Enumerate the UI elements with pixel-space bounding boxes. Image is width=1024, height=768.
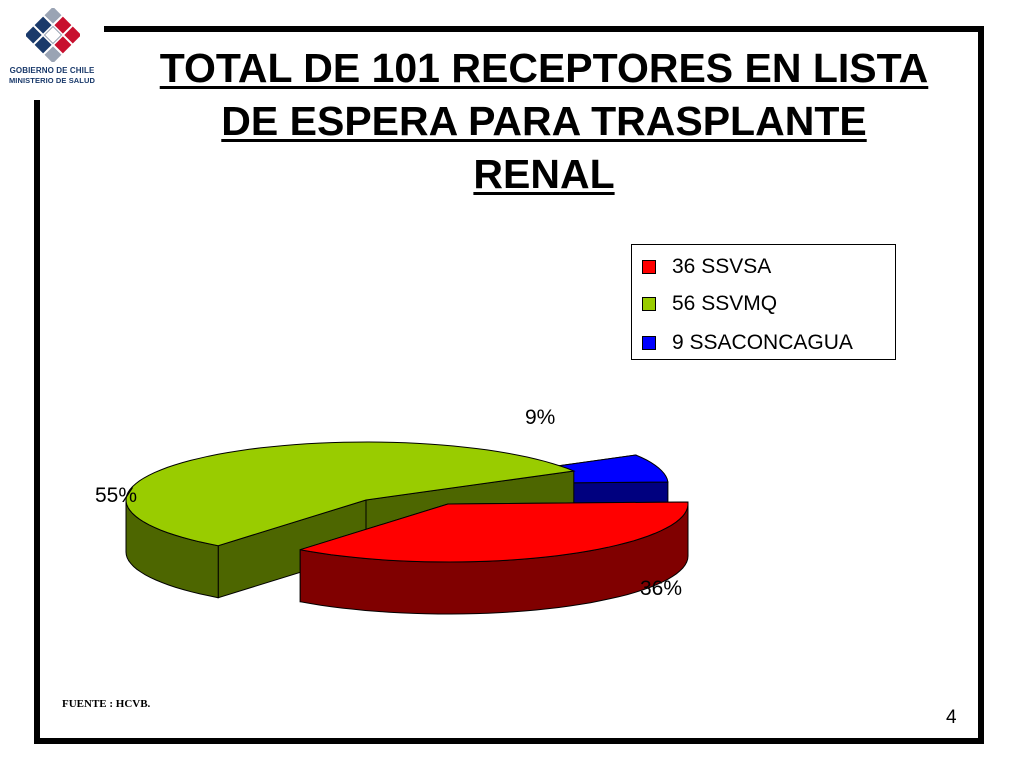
- data-label-ssaconcagua: 9%: [525, 406, 556, 429]
- data-label-ssvsa: 36%: [640, 577, 683, 600]
- pie-slice-ssvmq: [125, 441, 576, 599]
- legend-swatch-ssvsa: [642, 260, 656, 274]
- page-number: 4: [946, 707, 957, 728]
- title-line-1: TOTAL DE 101 RECEPTORES EN LISTA: [159, 45, 929, 91]
- legend-item-ssaconcagua: 9 SSACONCAGUA: [642, 331, 853, 355]
- legend-label-ssvsa: 36 SSVSA: [672, 255, 772, 278]
- data-label-ssvmq: 55%: [95, 484, 138, 507]
- legend-swatch-ssvmq: [642, 297, 656, 311]
- logo-text-line1: GOBIERNO DE CHILE: [9, 66, 95, 75]
- legend-label-ssvmq: 56 SSVMQ: [672, 292, 778, 315]
- government-logo-icon: [26, 8, 80, 62]
- logo-text-line2: MINISTERIO DE SALUD: [8, 76, 96, 85]
- pie-slice-ssvsa: [299, 501, 689, 615]
- slide-title: TOTAL DE 101 RECEPTORES EN LISTA DE ESPE…: [104, 42, 984, 201]
- source-note: FUENTE : HCVB.: [62, 698, 151, 710]
- legend-item-ssvsa: 36 SSVSA: [642, 255, 771, 279]
- title-line-3: RENAL: [473, 151, 615, 197]
- chart-legend: 36 SSVSA 56 SSVMQ 9 SSACONCAGUA: [631, 244, 896, 360]
- slide-frame: [34, 26, 984, 744]
- logo: GOBIERNO DE CHILE MINISTERIO DE SALUD: [0, 0, 104, 100]
- title-line-2: DE ESPERA PARA TRASPLANTE: [221, 98, 867, 144]
- legend-item-ssvmq: 56 SSVMQ: [642, 292, 777, 316]
- legend-label-ssaconcagua: 9 SSACONCAGUA: [672, 331, 853, 354]
- legend-swatch-ssaconcagua: [642, 336, 656, 350]
